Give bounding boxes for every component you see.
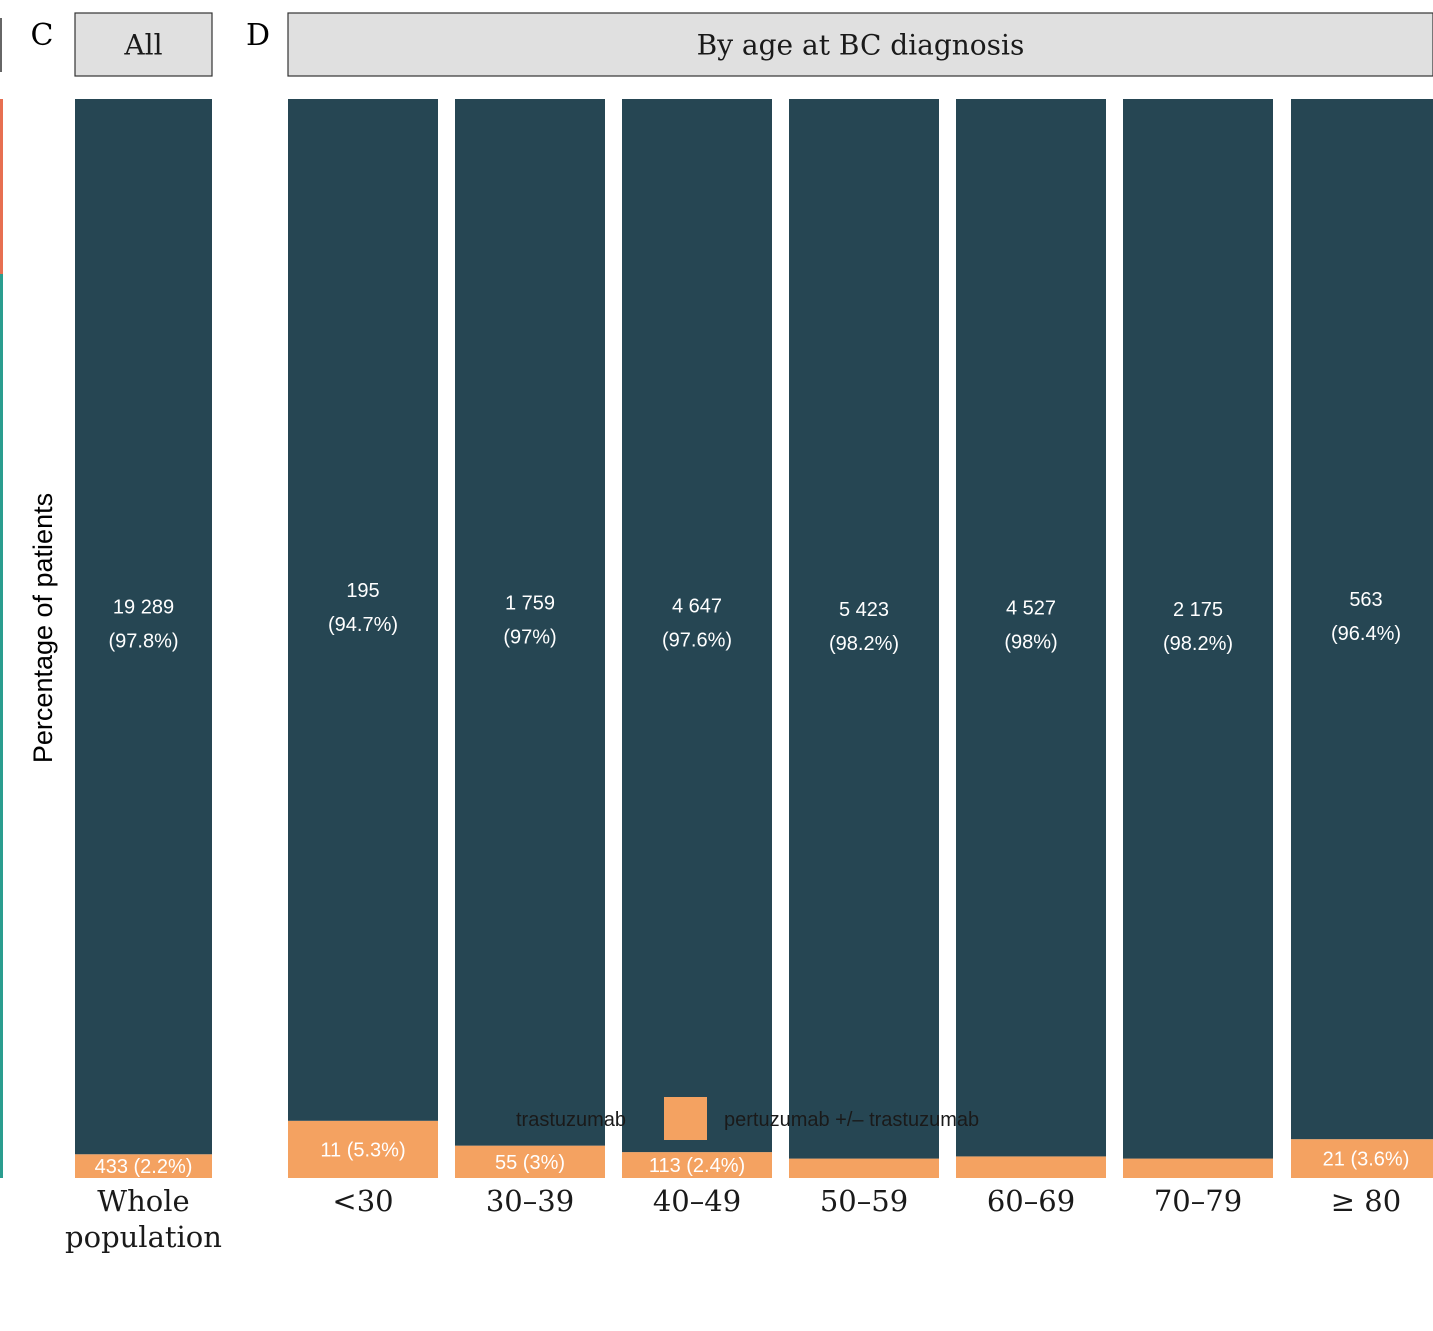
x-tick-label: 30–39 xyxy=(486,1184,574,1218)
left-edge-fragment-bottom xyxy=(0,274,3,1178)
data-label-pertuzumab: 55 (3%) xyxy=(495,1152,565,1174)
legend-label-pertuzumab: pertuzumab +/– trastuzumab xyxy=(724,1109,979,1131)
x-tick-label: Whole xyxy=(97,1184,189,1218)
x-tick-label: 60–69 xyxy=(987,1184,1075,1218)
data-label-trastuzumab-count: 4 527 xyxy=(1006,598,1056,620)
x-tick-label: population xyxy=(65,1220,222,1254)
bar-segment-pertuzumab xyxy=(1291,1139,1433,1178)
data-label-trastuzumab-percent: (96.4%) xyxy=(1331,623,1401,645)
data-label-pertuzumab: 11 (5.3%) xyxy=(320,1139,405,1161)
facet-strip-label-1: All xyxy=(123,29,162,62)
left-edge-fragment-top xyxy=(0,99,3,274)
bar-segment-trastuzumab xyxy=(956,99,1106,1157)
data-label-trastuzumab-percent: (94.7%) xyxy=(328,614,398,636)
bar-segment-pertuzumab xyxy=(789,1158,939,1178)
data-label-trastuzumab-count: 5 423 xyxy=(839,599,889,621)
bar-segment-trastuzumab xyxy=(622,99,772,1153)
bar-segment-pertuzumab xyxy=(622,1152,772,1178)
data-label-pertuzumab: 433 (2.2%) xyxy=(95,1156,193,1178)
bar-segment-trastuzumab xyxy=(455,99,605,1146)
data-label-pertuzumab: 21 (3.6%) xyxy=(1323,1149,1410,1171)
bar-segment-trastuzumab xyxy=(288,99,438,1121)
data-label-trastuzumab-percent: (97.8%) xyxy=(108,631,178,653)
data-label-trastuzumab-count: 4 647 xyxy=(672,596,722,618)
panel-letter-c: C xyxy=(31,18,54,53)
data-label-trastuzumab-count: 563 xyxy=(1349,589,1382,611)
legend-swatch-trastuzumab xyxy=(457,1097,500,1140)
legend-label-trastuzumab: trastuzumab xyxy=(516,1109,626,1131)
data-label-trastuzumab-count: 2 175 xyxy=(1173,599,1223,621)
data-label-trastuzumab-count: 195 xyxy=(346,580,379,602)
data-label-trastuzumab-percent: (97.6%) xyxy=(662,630,732,652)
facet-strip-label-2: By age at BC diagnosis xyxy=(697,29,1025,62)
x-tick-label: <30 xyxy=(332,1184,393,1218)
data-label-trastuzumab-percent: (98.2%) xyxy=(1163,633,1233,655)
bar-segment-pertuzumab xyxy=(455,1145,605,1178)
x-tick-label: ≥ 80 xyxy=(1331,1184,1401,1218)
data-label-trastuzumab-count: 1 759 xyxy=(505,592,555,614)
bar-segment-pertuzumab xyxy=(1123,1158,1273,1178)
bar-segment-trastuzumab xyxy=(75,99,212,1155)
data-label-trastuzumab-percent: (98.2%) xyxy=(829,633,899,655)
panel-letter-d: D xyxy=(246,18,270,53)
data-label-pertuzumab: 113 (2.4%) xyxy=(649,1155,745,1177)
bar-segment-pertuzumab xyxy=(288,1120,438,1178)
x-tick-label: 40–49 xyxy=(653,1184,741,1218)
facet-strip-1 xyxy=(74,12,213,77)
bar-segment-pertuzumab xyxy=(75,1154,212,1178)
facet-strip-2 xyxy=(287,12,1433,77)
bar-segment-trastuzumab xyxy=(789,99,939,1159)
bar-segment-trastuzumab xyxy=(1291,99,1433,1140)
bar-segment-pertuzumab xyxy=(956,1156,1106,1178)
legend-swatch-pertuzumab xyxy=(664,1097,707,1140)
bar-segment-trastuzumab xyxy=(1123,99,1273,1159)
data-label-trastuzumab-percent: (97%) xyxy=(503,626,556,648)
x-tick-label: 70–79 xyxy=(1154,1184,1242,1218)
x-tick-label: 50–59 xyxy=(820,1184,908,1218)
y-axis-label: Percentage of patients xyxy=(28,493,58,763)
data-label-trastuzumab-percent: (98%) xyxy=(1004,632,1057,654)
data-label-trastuzumab-count: 19 289 xyxy=(113,597,174,619)
